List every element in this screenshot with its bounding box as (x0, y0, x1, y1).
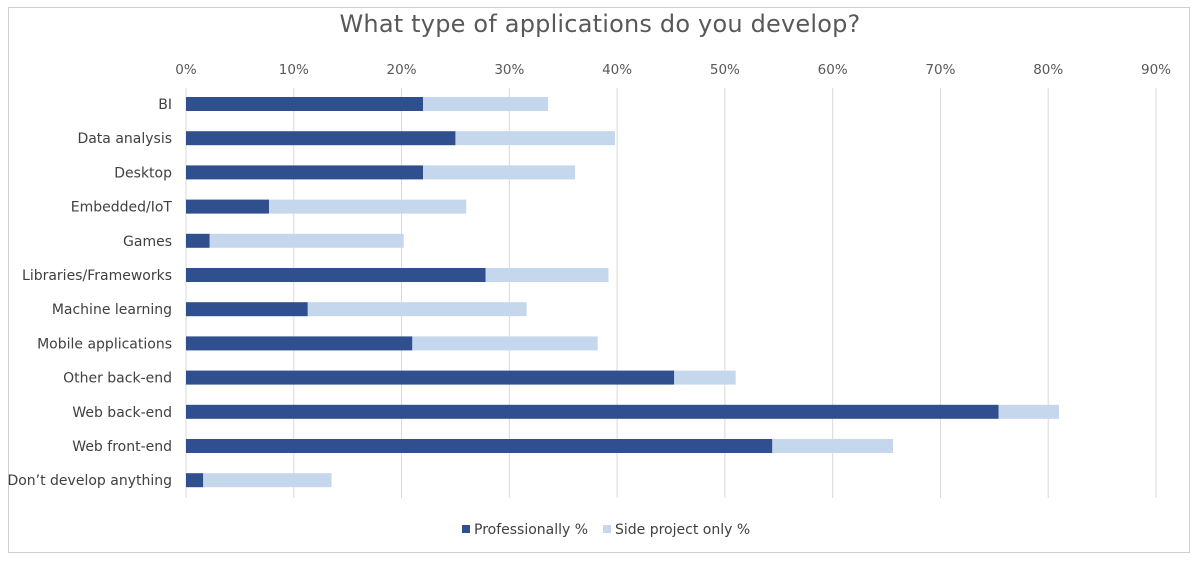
bar-professionally (186, 199, 269, 214)
legend-swatch-professionally (462, 525, 470, 533)
category-label: Libraries/Frameworks (22, 268, 172, 284)
category-label: Don’t develop anything (7, 473, 172, 489)
x-tick-label: 20% (387, 62, 417, 78)
bar-side-project (307, 302, 527, 317)
gridlines (185, 88, 1157, 498)
bar-professionally (186, 404, 999, 419)
x-tick-label: 0% (175, 62, 197, 78)
bar-professionally (186, 439, 773, 453)
bar-side-project (674, 370, 736, 385)
category-label: Machine learning (52, 302, 172, 318)
bar-professionally (186, 302, 308, 317)
bar-side-project (203, 473, 332, 488)
x-tick-label: 90% (1141, 62, 1171, 78)
legend-label-side-project: Side project only % (615, 522, 750, 538)
category-label: BI (158, 97, 172, 113)
bar-professionally (186, 165, 424, 180)
x-tick-label: 50% (710, 62, 740, 78)
bar-professionally (186, 233, 210, 248)
category-label: Games (123, 234, 172, 250)
bar-professionally (186, 268, 486, 282)
bar-professionally (186, 131, 456, 146)
x-axis-ticks: 0% 10% 20% 30% 40% 50% 60% 70% 80% 90% (175, 62, 1171, 78)
bar-side-project (209, 233, 404, 248)
category-label: Other back-end (63, 371, 172, 387)
bar-side-project (423, 165, 576, 180)
legend-label-professionally: Professionally % (474, 522, 588, 538)
bar-professionally (186, 473, 204, 488)
chart-title: What type of applications do you develop… (339, 10, 861, 38)
bar-side-project (485, 268, 609, 282)
bar-side-project (423, 97, 549, 111)
bar-professionally (186, 370, 675, 385)
bar-side-project (268, 199, 467, 214)
x-tick-label: 40% (602, 62, 632, 78)
category-label: Web back-end (72, 405, 172, 421)
legend: Professionally % Side project only % (462, 522, 750, 538)
bar-side-project (772, 439, 894, 453)
x-tick-label: 80% (1033, 62, 1063, 78)
legend-swatch-side-project (603, 525, 611, 533)
category-label: Desktop (114, 165, 172, 181)
x-tick-label: 30% (494, 62, 524, 78)
bar-side-project (998, 404, 1059, 419)
x-tick-label: 10% (279, 62, 309, 78)
bar-side-project (455, 131, 615, 146)
bar-professionally (186, 336, 413, 351)
category-label: Web front-end (72, 439, 172, 455)
category-label: Embedded/IoT (71, 200, 173, 216)
category-label: Mobile applications (37, 336, 172, 352)
x-tick-label: 70% (925, 62, 955, 78)
bar-side-project (412, 336, 598, 351)
bars (186, 97, 1059, 488)
bar-professionally (186, 97, 424, 111)
x-tick-label: 60% (818, 62, 848, 78)
category-labels: BI Data analysis Desktop Embedded/IoT Games L… (7, 97, 172, 489)
category-label: Data analysis (77, 131, 172, 147)
